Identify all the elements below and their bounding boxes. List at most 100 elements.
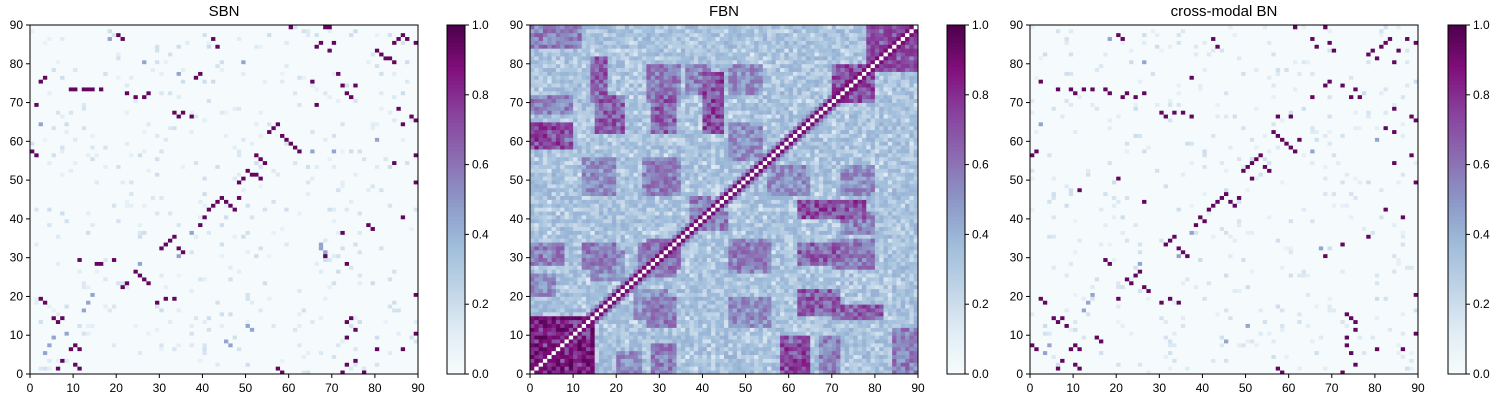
heatmap-cell [38, 269, 44, 274]
heatmap-cell [150, 230, 156, 235]
heatmap-cell [42, 238, 48, 243]
heatmap-cell [30, 311, 35, 317]
heatmap-cell [202, 311, 208, 317]
heatmap-cell [98, 288, 104, 293]
heatmap-cell [133, 335, 139, 340]
heatmap-cell [215, 211, 221, 216]
heatmap-cell [47, 164, 52, 169]
heatmap-cell [310, 234, 315, 239]
heatmap-cell [305, 168, 311, 173]
heatmap-cell [340, 253, 346, 259]
heatmap-cell [396, 350, 402, 356]
heatmap-cell [297, 358, 302, 363]
heatmap-cell [224, 323, 229, 328]
heatmap-cell [68, 342, 74, 348]
heatmap-cell [206, 234, 212, 239]
heatmap-cell [163, 180, 169, 185]
heatmap-cell [51, 191, 57, 197]
heatmap-cell [193, 249, 199, 255]
heatmap-cell [374, 257, 380, 262]
heatmap-cell [211, 296, 216, 301]
heatmap-cell [314, 292, 320, 297]
heatmap-cell [331, 269, 337, 274]
heatmap-cell [142, 168, 147, 173]
heatmap-cell [185, 191, 190, 197]
heatmap-cell [55, 176, 61, 181]
heatmap-cell [314, 269, 320, 274]
heatmap-cell [120, 342, 126, 348]
heatmap-cell [185, 160, 190, 165]
heatmap-cell [211, 218, 216, 224]
heatmap-cell [142, 176, 147, 181]
heatmap-cell [90, 249, 96, 255]
heatmap-cell [55, 339, 61, 344]
heatmap-cell [68, 366, 74, 371]
heatmap-cell [103, 191, 108, 197]
heatmap-cell [400, 257, 406, 262]
heatmap-cell [323, 319, 328, 324]
heatmap-cell [353, 358, 359, 363]
heatmap-cell [331, 327, 337, 332]
heatmap-cell [103, 354, 108, 359]
heatmap-cell [77, 269, 83, 274]
heatmap-cell [133, 308, 139, 313]
heatmap-cell [146, 234, 152, 239]
heatmap-cell [60, 257, 65, 262]
heatmap-cell [400, 308, 406, 313]
heatmap-cell [357, 269, 363, 274]
heatmap-cell [68, 211, 74, 216]
heatmap-cell [228, 350, 234, 356]
heatmap-cell [133, 191, 139, 197]
heatmap-cell [34, 362, 40, 367]
heatmap-cell [219, 234, 225, 239]
heatmap-cell [94, 230, 100, 235]
heatmap-cell [120, 315, 126, 321]
heatmap-cell [236, 246, 242, 251]
heatmap-cell [172, 172, 177, 177]
heatmap-cell [133, 183, 139, 189]
heatmap-cell [361, 362, 367, 367]
heatmap-cell [405, 249, 410, 255]
heatmap-cell [103, 249, 108, 255]
heatmap-cell [47, 292, 52, 297]
heatmap-cell [254, 195, 259, 200]
heatmap-cell [219, 370, 225, 375]
heatmap-cell [202, 199, 208, 204]
heatmap-cell [111, 203, 117, 208]
heatmap-cell [90, 246, 96, 251]
heatmap-cell [77, 354, 83, 359]
heatmap-cell [267, 350, 272, 356]
heatmap-cell [90, 311, 96, 317]
heatmap-cell [51, 207, 57, 212]
heatmap-cell [366, 362, 371, 367]
heatmap-cell [336, 284, 341, 290]
heatmap-cell [116, 160, 121, 165]
heatmap-cell [64, 218, 70, 224]
heatmap-cell [86, 176, 91, 181]
heatmap-cell [280, 339, 285, 344]
heatmap-cell [198, 164, 203, 169]
heatmap-cell [232, 168, 238, 173]
heatmap-cell [284, 265, 290, 270]
heatmap-cell [64, 242, 70, 247]
heatmap-cell [379, 226, 384, 231]
heatmap-cell [180, 187, 186, 193]
heatmap-cell [124, 257, 130, 262]
heatmap-cell [30, 195, 35, 200]
heatmap-cell [129, 362, 134, 367]
heatmap-cell [254, 253, 259, 259]
heatmap-cell [86, 265, 91, 270]
heatmap-cell [258, 311, 264, 317]
heatmap-cell [396, 261, 402, 266]
heatmap-cell [111, 358, 117, 363]
heatmap-cell [98, 222, 104, 228]
heatmap-cell [349, 246, 354, 251]
heatmap-cell [211, 242, 216, 247]
heatmap-cell [185, 195, 190, 200]
heatmap-cell [51, 183, 57, 189]
heatmap-cell [267, 187, 272, 193]
heatmap-cell [318, 339, 324, 344]
heatmap-cell [167, 222, 173, 228]
heatmap-cell [387, 370, 393, 375]
heatmap-cell [284, 339, 290, 344]
